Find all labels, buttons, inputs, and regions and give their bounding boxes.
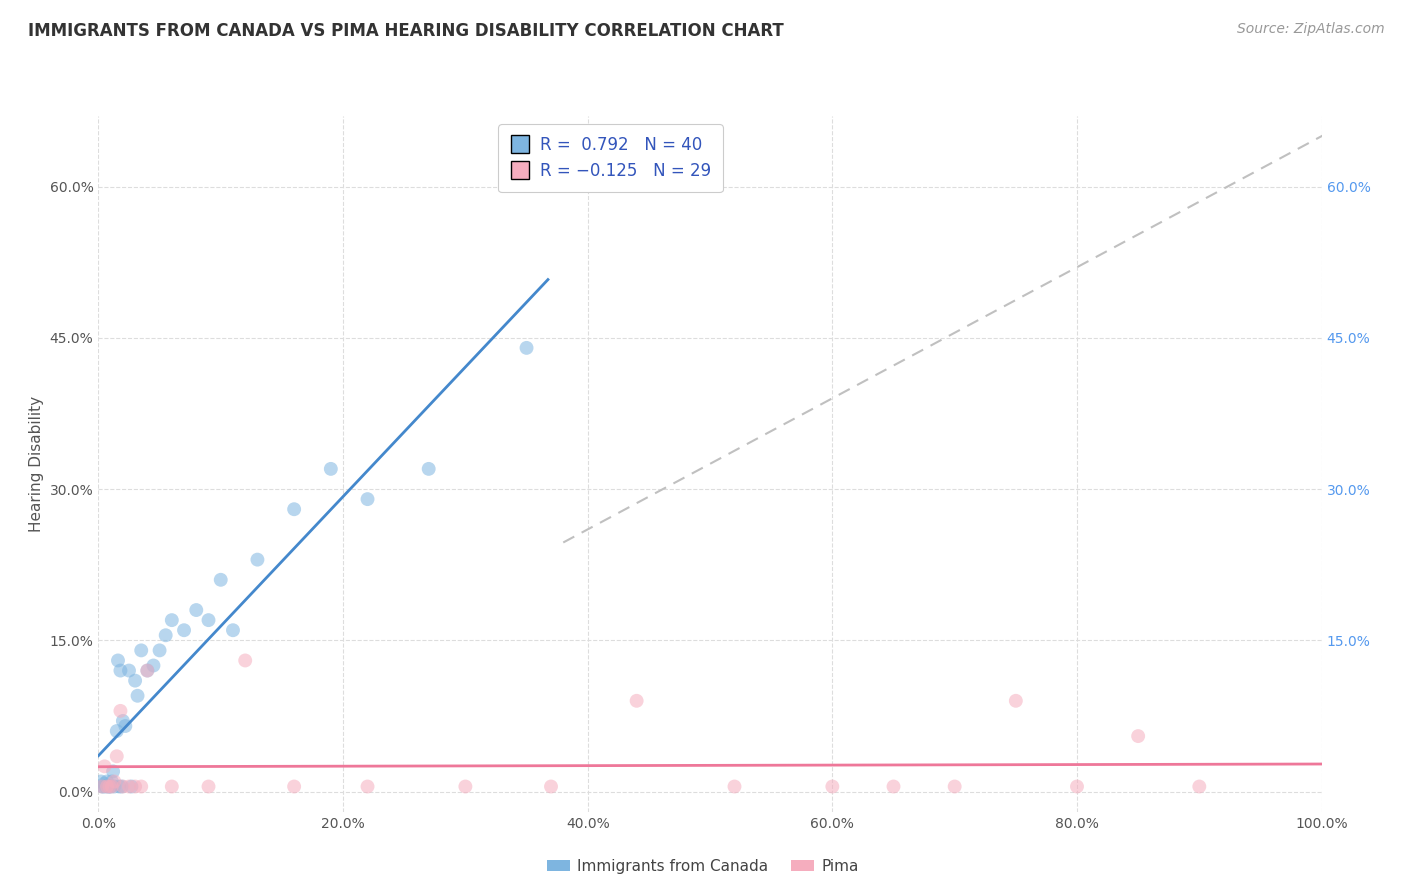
Point (142, 658, 165, 673)
Point (883, 780, 905, 794)
Point (114, 719, 136, 733)
Point (110, 704, 132, 718)
Point (723, 780, 745, 794)
Point (98, 780, 121, 794)
Point (283, 780, 305, 794)
Point (149, 643, 172, 657)
Point (222, 624, 245, 638)
Point (626, 694, 648, 708)
Point (173, 624, 195, 638)
Text: IMMIGRANTS FROM CANADA VS PIMA HEARING DISABILITY CORRELATION CHART: IMMIGRANTS FROM CANADA VS PIMA HEARING D… (28, 22, 785, 40)
Point (96, 780, 118, 794)
Point (91, 780, 114, 794)
Point (96, 774, 118, 789)
Point (1066, 780, 1088, 794)
Point (91, 780, 114, 794)
Point (124, 673, 146, 688)
Point (197, 613, 219, 627)
Point (233, 653, 256, 667)
Point (136, 664, 159, 678)
Point (94, 780, 117, 794)
Point (246, 552, 269, 566)
Point (515, 341, 537, 355)
Point (118, 780, 141, 794)
Point (107, 653, 129, 667)
Point (1004, 694, 1026, 708)
Point (98, 780, 121, 794)
Point (118, 664, 141, 678)
Point (90, 774, 112, 789)
Point (1128, 729, 1150, 743)
Point (197, 780, 219, 794)
Point (111, 780, 134, 794)
Point (283, 502, 305, 516)
Point (127, 689, 149, 703)
Point (111, 780, 134, 794)
Point (110, 664, 132, 678)
Point (136, 664, 159, 678)
Point (356, 492, 378, 507)
Point (540, 780, 562, 794)
Point (124, 780, 146, 794)
Point (100, 780, 122, 794)
Legend: R =  0.792   N = 40, R = −0.125   N = 29: R = 0.792 N = 40, R = −0.125 N = 29 (498, 124, 723, 192)
Point (160, 780, 183, 794)
Point (105, 749, 128, 764)
Y-axis label: Hearing Disability: Hearing Disability (30, 396, 44, 532)
Point (1188, 780, 1211, 794)
Point (319, 462, 342, 476)
Point (129, 643, 152, 657)
Point (418, 462, 440, 476)
Point (155, 628, 177, 642)
Point (91, 780, 114, 794)
Point (97, 780, 120, 794)
Point (160, 613, 183, 627)
Point (105, 724, 128, 739)
Point (821, 780, 844, 794)
Point (454, 780, 477, 794)
Point (120, 780, 142, 794)
Legend: Immigrants from Canada, Pima: Immigrants from Canada, Pima (541, 853, 865, 880)
Point (111, 714, 134, 728)
Point (93, 759, 115, 773)
Point (101, 764, 124, 779)
Point (129, 780, 152, 794)
Point (108, 780, 131, 794)
Point (943, 780, 966, 794)
Point (101, 774, 124, 789)
Point (103, 780, 125, 794)
Text: Source: ZipAtlas.com: Source: ZipAtlas.com (1237, 22, 1385, 37)
Point (356, 780, 378, 794)
Point (186, 603, 208, 617)
Point (101, 780, 124, 794)
Point (93, 776, 115, 790)
Point (209, 573, 232, 587)
Point (103, 774, 125, 789)
